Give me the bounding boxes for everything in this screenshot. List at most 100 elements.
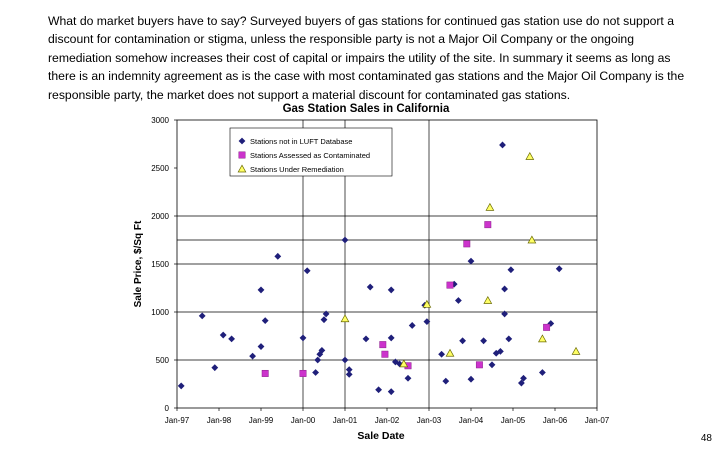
point-diamond	[442, 377, 450, 385]
point-diamond	[341, 356, 349, 364]
point-triangle	[538, 334, 547, 343]
point-diamond	[467, 375, 475, 383]
point-square	[299, 369, 307, 377]
x-tick-label: Jan-98	[207, 416, 232, 425]
point-diamond	[362, 335, 370, 343]
point-square	[484, 221, 492, 229]
legend-marker-triangle	[237, 164, 247, 173]
point-diamond	[408, 322, 416, 329]
y-tick-label: 1500	[151, 260, 169, 269]
y-tick-label: 500	[156, 356, 170, 365]
x-tick-label: Jan-99	[249, 416, 274, 425]
y-axis-label: Sale Price, $/Sq Ft	[133, 220, 144, 307]
point-triangle	[571, 346, 581, 355]
point-diamond	[507, 266, 515, 274]
point-diamond	[387, 286, 395, 294]
point-diamond	[257, 343, 265, 350]
x-tick-label: Jan-97	[165, 416, 190, 425]
data-points	[177, 141, 581, 396]
y-axis: 0 500 1000 1500 2000 2500 3000	[151, 116, 177, 413]
point-diamond	[539, 369, 546, 376]
point-triangle	[485, 202, 495, 211]
point-triangle	[527, 235, 537, 244]
y-tick-label: 2000	[151, 212, 169, 221]
point-triangle	[340, 314, 350, 323]
point-diamond	[423, 318, 431, 325]
x-tick-label: Jan-02	[375, 416, 400, 425]
point-square	[446, 281, 454, 289]
point-diamond	[228, 335, 235, 343]
point-diamond	[499, 141, 506, 149]
point-square	[261, 369, 269, 377]
point-diamond	[375, 386, 382, 394]
x-tick-label: Jan-07	[585, 416, 610, 425]
legend: Stations not in LUFT Database Stations As…	[229, 127, 393, 177]
x-tick-label: Jan-01	[333, 416, 358, 425]
point-triangle	[422, 299, 432, 308]
point-diamond	[366, 283, 374, 291]
point-diamond	[318, 347, 326, 354]
point-diamond	[505, 335, 513, 343]
point-diamond	[488, 361, 496, 369]
x-axis-label: Sale Date	[357, 430, 404, 442]
legend-label: Stations Under Remediation	[250, 165, 344, 174]
point-square	[463, 240, 471, 248]
point-diamond	[249, 352, 256, 360]
point-diamond	[345, 371, 353, 378]
point-diamond	[198, 312, 206, 320]
point-square	[543, 323, 551, 331]
chart-title: Gas Station Sales in California	[283, 103, 450, 115]
point-diamond	[341, 236, 349, 244]
y-tick-label: 0	[165, 404, 170, 413]
legend-marker-diamond	[238, 137, 246, 145]
x-axis: Jan-97 Jan-98 Jan-99 Jan-00 Jan-01 Jan-02 Jan-…	[165, 408, 610, 425]
legend-marker-square	[238, 151, 246, 159]
point-diamond	[459, 337, 466, 345]
point-diamond	[501, 285, 508, 293]
point-triangle	[483, 295, 493, 304]
point-diamond	[261, 317, 269, 325]
point-diamond	[480, 337, 487, 345]
point-diamond	[438, 350, 445, 358]
y-tick-label: 1000	[151, 308, 169, 317]
point-diamond	[345, 366, 353, 373]
point-diamond	[387, 334, 395, 342]
point-diamond	[404, 374, 412, 382]
x-tick-label: Jan-05	[501, 416, 526, 425]
x-tick-label: Jan-00	[291, 416, 316, 425]
point-triangle	[399, 359, 409, 368]
point-diamond	[320, 316, 328, 324]
point-diamond	[501, 310, 508, 318]
legend-label: Stations not in LUFT Database	[250, 137, 352, 146]
point-triangle	[525, 151, 535, 160]
point-square	[379, 341, 387, 349]
point-diamond	[211, 364, 219, 372]
slide-paragraph: What do market buyers have to say? Surve…	[48, 14, 685, 102]
y-tick-label: 3000	[151, 116, 169, 125]
point-square	[475, 361, 483, 369]
point-diamond	[299, 334, 307, 342]
point-diamond	[497, 347, 504, 355]
legend-label: Stations Assessed as Contaminated	[250, 151, 370, 160]
point-diamond	[455, 297, 462, 304]
page-number: 48	[700, 433, 712, 444]
point-diamond	[314, 356, 322, 364]
x-tick-label: Jan-04	[459, 416, 484, 425]
point-diamond	[219, 331, 227, 339]
point-triangle	[445, 348, 455, 357]
y-tick-label: 2500	[151, 164, 169, 173]
x-tick-label: Jan-06	[543, 416, 568, 425]
point-diamond	[387, 388, 395, 396]
x-tick-label: Jan-03	[417, 416, 442, 425]
point-diamond	[257, 286, 265, 294]
point-diamond	[518, 379, 525, 387]
point-diamond	[312, 369, 319, 376]
point-diamond	[322, 310, 330, 318]
point-diamond	[520, 374, 527, 382]
point-diamond	[303, 267, 311, 275]
point-diamond	[467, 257, 475, 265]
point-diamond	[555, 265, 563, 273]
point-square	[381, 350, 389, 358]
point-diamond	[274, 252, 282, 260]
